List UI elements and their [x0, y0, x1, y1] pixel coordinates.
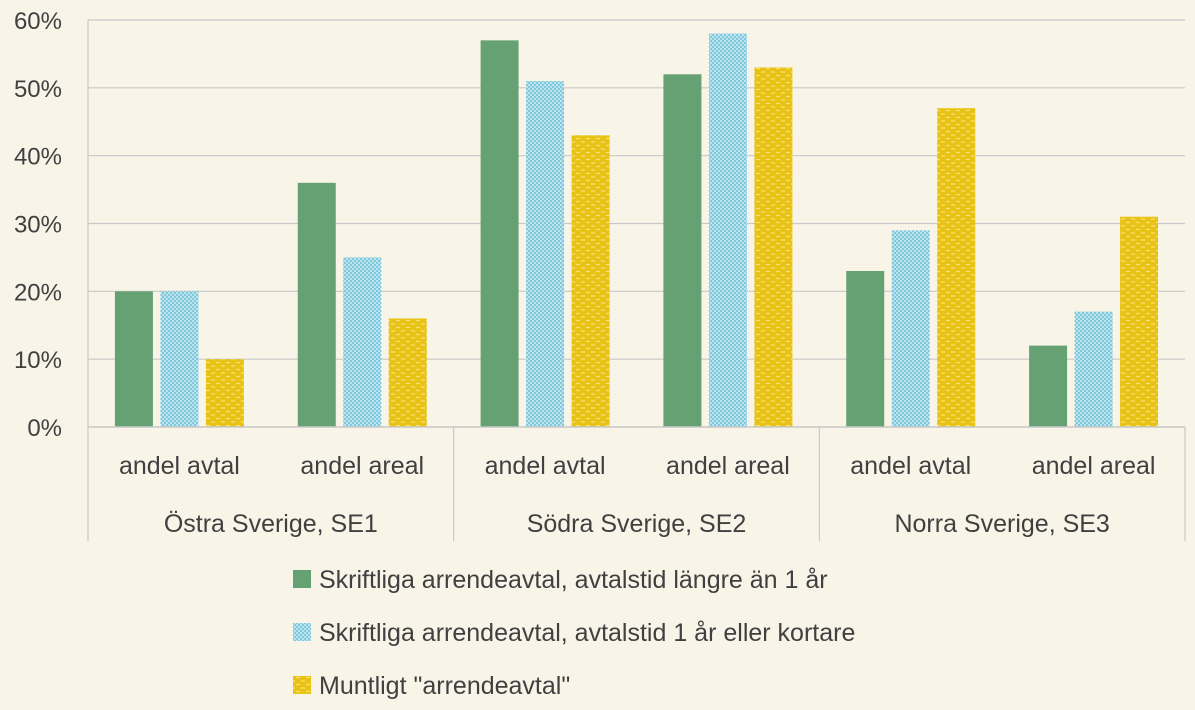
- y-tick-label: 10%: [14, 347, 62, 374]
- bar: [297, 182, 336, 427]
- bar: [663, 74, 702, 428]
- bar: [571, 135, 610, 428]
- gridlines: [88, 19, 1185, 360]
- x-category-label: andel areal: [300, 452, 424, 480]
- x-group-label: Norra Sverige, SE3: [894, 510, 1109, 538]
- legend-swatch: [293, 570, 311, 588]
- x-category-label: andel avtal: [485, 452, 606, 480]
- y-tick-label: 40%: [14, 144, 62, 171]
- legend-label: Muntligt "arrendeavtal": [319, 672, 570, 700]
- legend-swatch: [293, 623, 311, 641]
- legend: Skriftliga arrendeavtal, avtalstid längr…: [293, 566, 855, 700]
- bar: [388, 318, 427, 427]
- x-category-label: andel avtal: [850, 452, 971, 480]
- bar: [526, 81, 565, 428]
- bar: [891, 230, 930, 427]
- bar: [937, 108, 976, 427]
- x-category-label: andel areal: [666, 452, 790, 480]
- bar: [205, 359, 244, 427]
- x-axis: andel avtal andel areal andel avtal andel a…: [88, 426, 1186, 541]
- bar: [114, 291, 153, 427]
- y-tick-label: 30%: [14, 212, 62, 239]
- bar: [160, 291, 199, 427]
- x-category-label: andel areal: [1032, 452, 1156, 480]
- x-group-label: Östra Sverige, SE1: [164, 510, 378, 538]
- x-category-label: andel avtal: [119, 452, 240, 480]
- y-tick-label: 0%: [27, 415, 62, 442]
- bar: [1120, 216, 1159, 427]
- bar: [1029, 345, 1068, 427]
- y-tick-label: 60%: [14, 8, 62, 35]
- bar: [754, 67, 793, 427]
- legend-swatch: [293, 676, 311, 694]
- y-tick-label: 50%: [14, 76, 62, 103]
- bar: [343, 257, 382, 427]
- bar: [846, 270, 885, 427]
- x-group-label: Södra Sverige, SE2: [527, 510, 747, 538]
- bars: [114, 33, 1159, 428]
- y-axis: 0% 10% 20% 30% 40% 50% 60%: [14, 8, 89, 541]
- bar: [480, 40, 519, 427]
- bar: [708, 33, 747, 428]
- legend-label: Skriftliga arrendeavtal, avtalstid längr…: [319, 566, 828, 594]
- y-tick-label: 20%: [14, 279, 62, 306]
- bar: [1074, 311, 1113, 427]
- legend-label: Skriftliga arrendeavtal, avtalstid 1 år …: [319, 619, 855, 647]
